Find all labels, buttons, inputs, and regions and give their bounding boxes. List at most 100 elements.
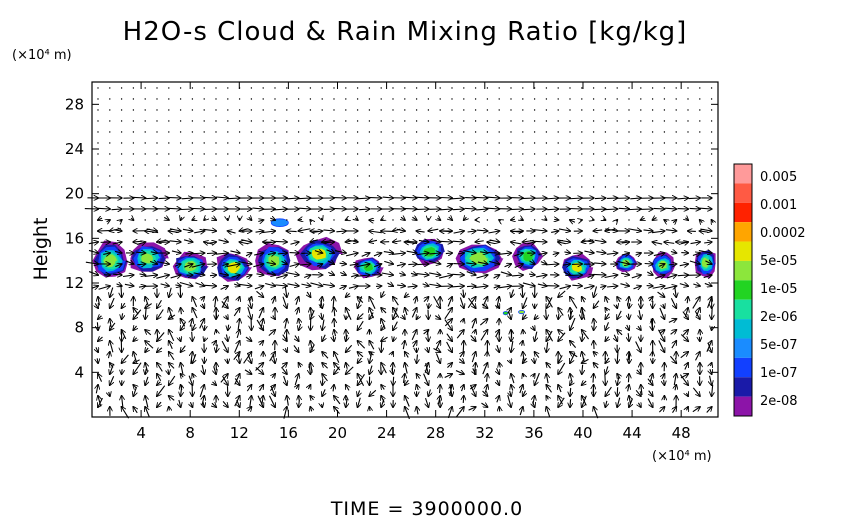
wind-vector — [417, 231, 425, 232]
wind-vector — [356, 264, 370, 267]
wind-vector — [272, 297, 275, 304]
wind-vector — [551, 231, 558, 232]
wind-vector — [467, 231, 476, 232]
y-tick-label: 4 — [74, 363, 84, 381]
wind-vector — [250, 175, 253, 177]
wind-vector — [557, 175, 559, 177]
wind-vector — [427, 330, 428, 341]
wind-vector — [557, 109, 559, 111]
wind-vector — [710, 87, 713, 89]
wind-vector — [145, 303, 152, 308]
wind-vector — [583, 286, 594, 288]
wind-vector — [658, 407, 664, 413]
wind-vector — [663, 153, 666, 155]
wind-vector — [592, 109, 595, 111]
wind-vector — [617, 374, 620, 379]
wind-vector — [557, 87, 559, 89]
wind-vector — [486, 131, 489, 133]
wind-vector — [393, 321, 398, 330]
wind-vector — [663, 109, 666, 111]
wind-vector — [427, 186, 430, 188]
wind-vector — [497, 344, 499, 352]
y-tick-label: 8 — [74, 319, 84, 337]
wind-vector — [168, 131, 170, 133]
wind-vector — [699, 164, 701, 166]
wind-vector — [444, 374, 452, 378]
wind-vector — [233, 284, 239, 286]
wind-vector — [675, 385, 676, 391]
wind-vector — [511, 330, 512, 341]
wind-vector — [469, 384, 475, 396]
cloud-cell — [651, 252, 676, 279]
wind-vector — [380, 87, 382, 89]
wind-vector — [558, 385, 561, 393]
wind-vector — [156, 219, 158, 221]
colorbar-level-label: 5e-07 — [760, 338, 798, 353]
wind-vector — [256, 290, 264, 297]
wind-vector — [415, 109, 418, 111]
wind-vector — [358, 296, 363, 308]
wind-vector — [631, 275, 641, 278]
wind-vector — [192, 353, 195, 363]
wind-vector — [215, 253, 228, 254]
wind-vector — [405, 241, 416, 242]
wind-vector — [382, 197, 393, 198]
wind-vector — [368, 109, 371, 111]
wind-vector — [480, 330, 487, 341]
wind-vector — [339, 263, 346, 264]
wind-vector — [356, 198, 370, 199]
wind-vector — [628, 186, 630, 188]
wind-vector — [237, 330, 239, 339]
wind-vector — [533, 374, 535, 377]
wind-vector — [570, 387, 571, 396]
wind-vector — [693, 284, 699, 286]
wind-vector — [274, 153, 276, 155]
wind-vector — [692, 387, 699, 396]
wind-vector — [463, 186, 465, 188]
wind-vector — [204, 218, 206, 220]
wind-vector — [605, 313, 609, 319]
wind-vector — [675, 186, 677, 188]
wind-vector — [169, 241, 181, 242]
wind-vector — [169, 363, 175, 369]
wind-vector — [679, 284, 688, 286]
wind-vector — [146, 229, 157, 231]
wind-vector — [545, 175, 548, 177]
wind-vector — [605, 308, 607, 311]
wind-vector — [391, 253, 405, 254]
wind-vector — [88, 272, 98, 275]
wind-vector — [417, 385, 419, 391]
colorbar-swatch — [734, 396, 752, 416]
wind-vector — [98, 337, 102, 341]
wind-vector — [156, 153, 158, 155]
wind-vector — [168, 164, 170, 166]
wind-vector — [546, 330, 553, 341]
colorbar-frame — [733, 163, 753, 417]
wind-vector — [581, 175, 583, 177]
wind-vector — [649, 390, 653, 396]
wind-vector — [309, 109, 312, 111]
wind-vector — [593, 374, 594, 383]
wind-vector — [145, 376, 148, 385]
wind-vector — [356, 98, 359, 100]
wind-vector — [522, 131, 524, 133]
x-tick-label: 20 — [328, 424, 347, 442]
wind-vector — [369, 389, 377, 396]
wind-vector — [545, 264, 558, 265]
wind-vector — [297, 87, 300, 89]
wind-vector — [248, 407, 252, 411]
wind-vector — [132, 109, 135, 111]
wind-vector — [557, 142, 559, 144]
wind-vector — [392, 120, 394, 122]
wind-vector — [581, 186, 583, 188]
wind-vector — [533, 131, 536, 133]
wind-vector — [582, 395, 587, 407]
wind-vector — [209, 275, 216, 276]
wind-vector — [168, 98, 170, 100]
wind-vector — [120, 98, 123, 100]
wind-vector — [617, 351, 618, 363]
wind-vector — [476, 241, 484, 242]
wind-vector — [690, 242, 700, 244]
wind-vector — [334, 363, 341, 371]
wind-vector — [136, 252, 145, 253]
